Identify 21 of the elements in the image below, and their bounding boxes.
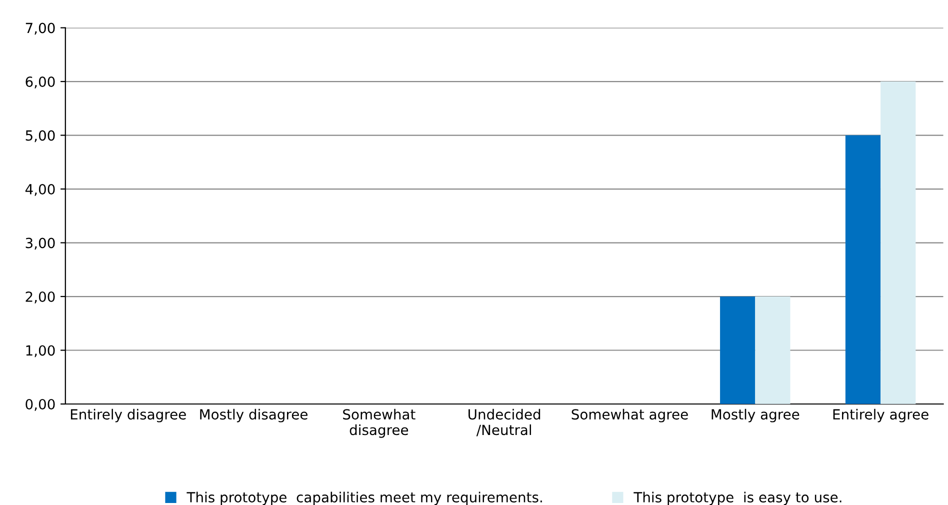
y-tick-label: 7,00 [26,22,55,35]
y-tick-label: 3,00 [26,238,55,250]
bar [880,82,916,404]
bar [720,296,756,404]
legend-label: This prototype capabilities meet my requirements. [186,492,542,505]
x-tick-label: Undecided /Neutral [468,408,540,436]
bar [845,135,881,404]
y-tick-label: 6,00 [26,76,55,88]
legend-label: This prototype is easy to use. [634,492,842,505]
x-tick-label: Mostly disagree [200,408,308,422]
y-tick-label: 0,00 [26,398,55,411]
x-tick-label: Entirely agree [833,408,928,422]
x-tick-label: Somewhat agree [572,408,688,422]
y-tick-label: 5,00 [26,130,55,142]
x-tick-label: Mostly agree [712,408,800,422]
y-tick-label: 2,00 [26,291,55,304]
bar [755,296,790,404]
x-tick-label: Somewhat disagree [343,408,416,438]
y-tick-label: 4,00 [25,184,55,196]
x-tick-label: Entirely disagree [70,408,186,422]
y-tick-label: 1,00 [26,345,55,358]
